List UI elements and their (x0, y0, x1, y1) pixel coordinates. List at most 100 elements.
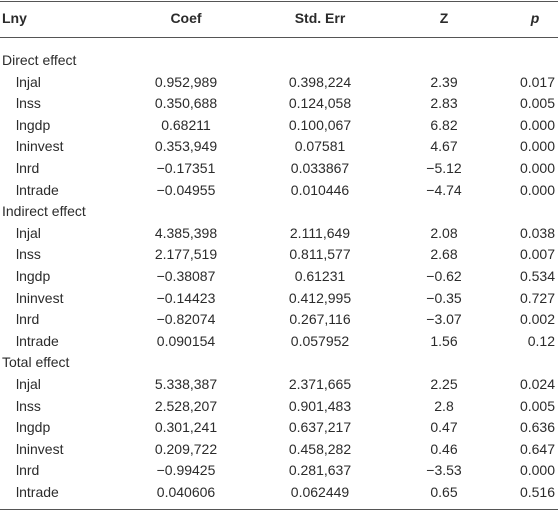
table-cell: 0.47 (430, 419, 458, 436)
row-label: lninvest (16, 138, 64, 155)
row-label: lnrd (16, 462, 40, 479)
table-cell: 0.000 (519, 181, 555, 198)
table-cell: 2.111,649 (289, 224, 351, 241)
table-cell: 0.005 (519, 397, 555, 414)
table-cell: 0.124,058 (288, 95, 352, 112)
table-cell: 0.301,241 (154, 419, 218, 436)
table-cell: 0.005 (519, 95, 555, 112)
table-cell: −0.17351 (156, 160, 216, 176)
table-cell: 0.007 (519, 246, 555, 263)
table-cell: 2.8 (434, 397, 454, 414)
column-header: Lny (2, 10, 27, 26)
table-cell: 2.25 (430, 376, 458, 392)
table-cell: 2.177,519 (154, 246, 218, 263)
table-cell: 0.209,722 (154, 440, 218, 457)
table-cell: 0.000 (519, 138, 555, 155)
table-cell: 0.901,483 (288, 397, 352, 414)
table-cell: 0.281,637 (288, 462, 352, 479)
table-cell: 0.010446 (290, 181, 350, 198)
table-cell: 0.412,995 (288, 289, 352, 306)
table-cell: 0.647 (519, 440, 555, 457)
table-cell: 0.090154 (156, 332, 216, 349)
section-title: Indirect effect (2, 203, 86, 220)
table-cell: 0.024 (519, 376, 555, 392)
table-cell: −3.53 (426, 462, 462, 479)
table-cell: −0.04955 (156, 181, 216, 198)
row-label: lnss (16, 246, 41, 263)
column-header: Coef (170, 10, 202, 26)
header-rule (0, 37, 558, 38)
table-cell: 0.952,989 (154, 73, 218, 90)
row-label: lntrade (16, 484, 59, 500)
table-cell: −3.07 (426, 311, 462, 328)
table-cell: 0.65 (430, 484, 458, 500)
column-header: Std. Err (294, 10, 346, 26)
table-cell: 0.398,224 (288, 73, 352, 90)
row-label: lnjal (16, 376, 41, 392)
table-cell: 0.017 (519, 73, 555, 90)
table-cell: −0.82074 (156, 311, 216, 328)
row-label: lngdp (16, 116, 51, 133)
table-cell: 0.637,217 (288, 419, 352, 436)
table-cell: 0.458,282 (288, 440, 352, 457)
table-cell: 2.83 (430, 95, 458, 112)
table-cell: 4.385,398 (154, 224, 218, 241)
table-cell: 0.040606 (156, 484, 216, 500)
table-cell: 0.811,577 (289, 246, 351, 263)
row-label: lninvest (16, 440, 64, 457)
table-cell: 2.39 (430, 73, 458, 90)
row-label: lngdp (16, 268, 51, 284)
table-cell: 2.528,207 (154, 397, 218, 414)
table-cell: 0.062449 (290, 484, 350, 500)
row-label: lnss (16, 95, 41, 112)
table-cell: 2.68 (430, 246, 458, 263)
row-label: lnss (16, 397, 41, 414)
row-label: lnrd (16, 311, 40, 328)
column-header: p (530, 10, 540, 26)
table-cell: 2.08 (430, 224, 458, 241)
table-cell: 0.002 (519, 311, 555, 328)
row-label: lninvest (16, 289, 64, 306)
row-label: lntrade (16, 181, 59, 198)
row-label: lnjal (16, 73, 41, 90)
table-cell: 0.516 (519, 484, 555, 500)
row-label: lnjal (16, 224, 41, 241)
table-cell: 0.100,067 (288, 116, 352, 133)
section-title: Total effect (2, 354, 70, 371)
table-cell: −0.35 (426, 289, 462, 306)
table-cell: 0.000 (519, 116, 555, 133)
table-cell: 0.68211 (161, 116, 211, 133)
top-rule (0, 1, 558, 2)
table-cell: 1.56 (430, 332, 458, 349)
table-cell: −4.74 (426, 181, 462, 198)
table-cell: 0.350,688 (154, 95, 218, 112)
table-cell: 0.000 (519, 462, 555, 479)
table-cell: 0.534 (519, 268, 555, 284)
table-cell: 0.000 (519, 160, 555, 176)
row-label: lnrd (16, 160, 40, 176)
table-cell: 5.338,387 (154, 376, 218, 392)
table-cell: −5.12 (426, 160, 462, 176)
table-cell: 0.636 (519, 419, 555, 436)
table-cell: 6.82 (430, 116, 458, 133)
bottom-rule (0, 509, 558, 510)
table-cell: 0.057952 (290, 332, 350, 349)
table-cell: 0.61231 (294, 268, 346, 284)
table-cell: 0.033867 (290, 160, 350, 176)
table-cell: 0.353,949 (154, 138, 218, 155)
section-title: Direct effect (2, 52, 77, 68)
table-cell: −0.14423 (156, 289, 216, 306)
table-cell: 2.371,665 (288, 376, 352, 392)
table-cell: 0.727 (519, 289, 555, 306)
row-label: lntrade (16, 332, 59, 349)
table-cell: 0.267,116 (289, 311, 351, 328)
row-label: lngdp (16, 419, 51, 436)
table-cell: −0.38087 (156, 268, 216, 284)
table-cell: 0.46 (430, 440, 458, 457)
table-cell: 0.12 (527, 332, 555, 349)
table-cell: −0.99425 (156, 462, 216, 479)
table-cell: −0.62 (426, 268, 462, 284)
table-cell: 0.07581 (294, 138, 346, 155)
column-header: Z (439, 10, 449, 26)
